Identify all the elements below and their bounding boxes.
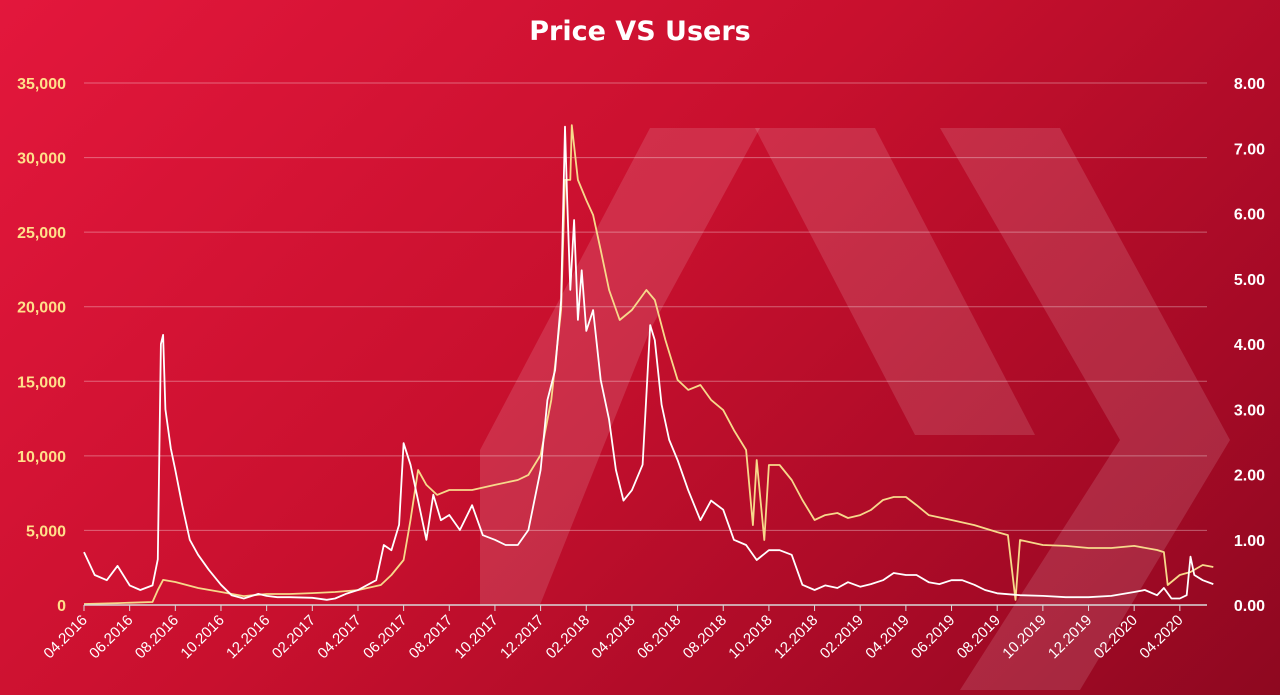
left-axis-tick-label: 35,000	[17, 76, 66, 93]
left-axis-tick-label: 20,000	[17, 300, 66, 317]
x-axis-tick-label: 10.2017	[451, 612, 501, 662]
x-axis-tick-label: 12.2017	[497, 612, 547, 662]
right-axis-tick-label: 4.00	[1234, 337, 1265, 354]
left-axis-tick-label: 15,000	[17, 374, 66, 391]
x-axis-tick-label: 06.2019	[908, 612, 958, 662]
x-axis-tick-label: 10.2018	[725, 612, 775, 662]
left-axis-tick-label: 10,000	[17, 449, 66, 466]
right-axis-tick-label: 2.00	[1234, 468, 1265, 485]
x-axis-tick-label: 06.2018	[634, 612, 684, 662]
chart-title: Price VS Users	[529, 16, 751, 47]
x-axis-tick-label: 12.2018	[771, 612, 821, 662]
right-axis-tick-label: 1.00	[1234, 533, 1265, 550]
users-series-line	[83, 124, 1214, 605]
x-axis-tick-label: 06.2016	[86, 612, 136, 662]
x-axis-tick-label: 04.2018	[588, 612, 638, 662]
x-axis-tick-label: 04.2019	[862, 612, 912, 662]
left-axis-tick-label: 5,000	[26, 523, 66, 540]
left-axis-tick-label: 30,000	[17, 151, 66, 168]
x-axis-tick-label: 08.2017	[406, 612, 456, 662]
price-series-line	[83, 125, 1214, 601]
x-axis-tick-label: 10.2016	[177, 612, 227, 662]
left-axis-tick-label: 0	[57, 598, 66, 615]
x-axis-tick-label: 06.2017	[360, 612, 410, 662]
x-axis-tick-label: 02.2017	[269, 612, 319, 662]
x-axis-tick-label: 04.2017	[314, 612, 364, 662]
x-axis-tick-label: 08.2018	[680, 612, 730, 662]
x-axis-tick-label: 12.2016	[223, 612, 273, 662]
right-axis-tick-label: 8.00	[1234, 76, 1265, 93]
left-axis-tick-label: 25,000	[17, 225, 66, 242]
right-axis-tick-label: 3.00	[1234, 402, 1265, 419]
watermark-chevron-1	[755, 128, 1035, 435]
watermark-left-shape	[480, 128, 760, 605]
x-axis-tick-label: 02.2019	[817, 612, 867, 662]
x-axis-tick-label: 04.2016	[40, 612, 90, 662]
right-axis-tick-label: 0.00	[1234, 598, 1265, 615]
x-axis-tick-label: 04.2020	[1136, 612, 1186, 662]
x-axis-tick-label: 08.2016	[132, 612, 182, 662]
right-axis-tick-label: 5.00	[1234, 272, 1265, 289]
x-axis-tick-label: 02.2018	[543, 612, 593, 662]
right-axis-tick-label: 7.00	[1234, 141, 1265, 158]
right-axis-tick-label: 6.00	[1234, 207, 1265, 224]
